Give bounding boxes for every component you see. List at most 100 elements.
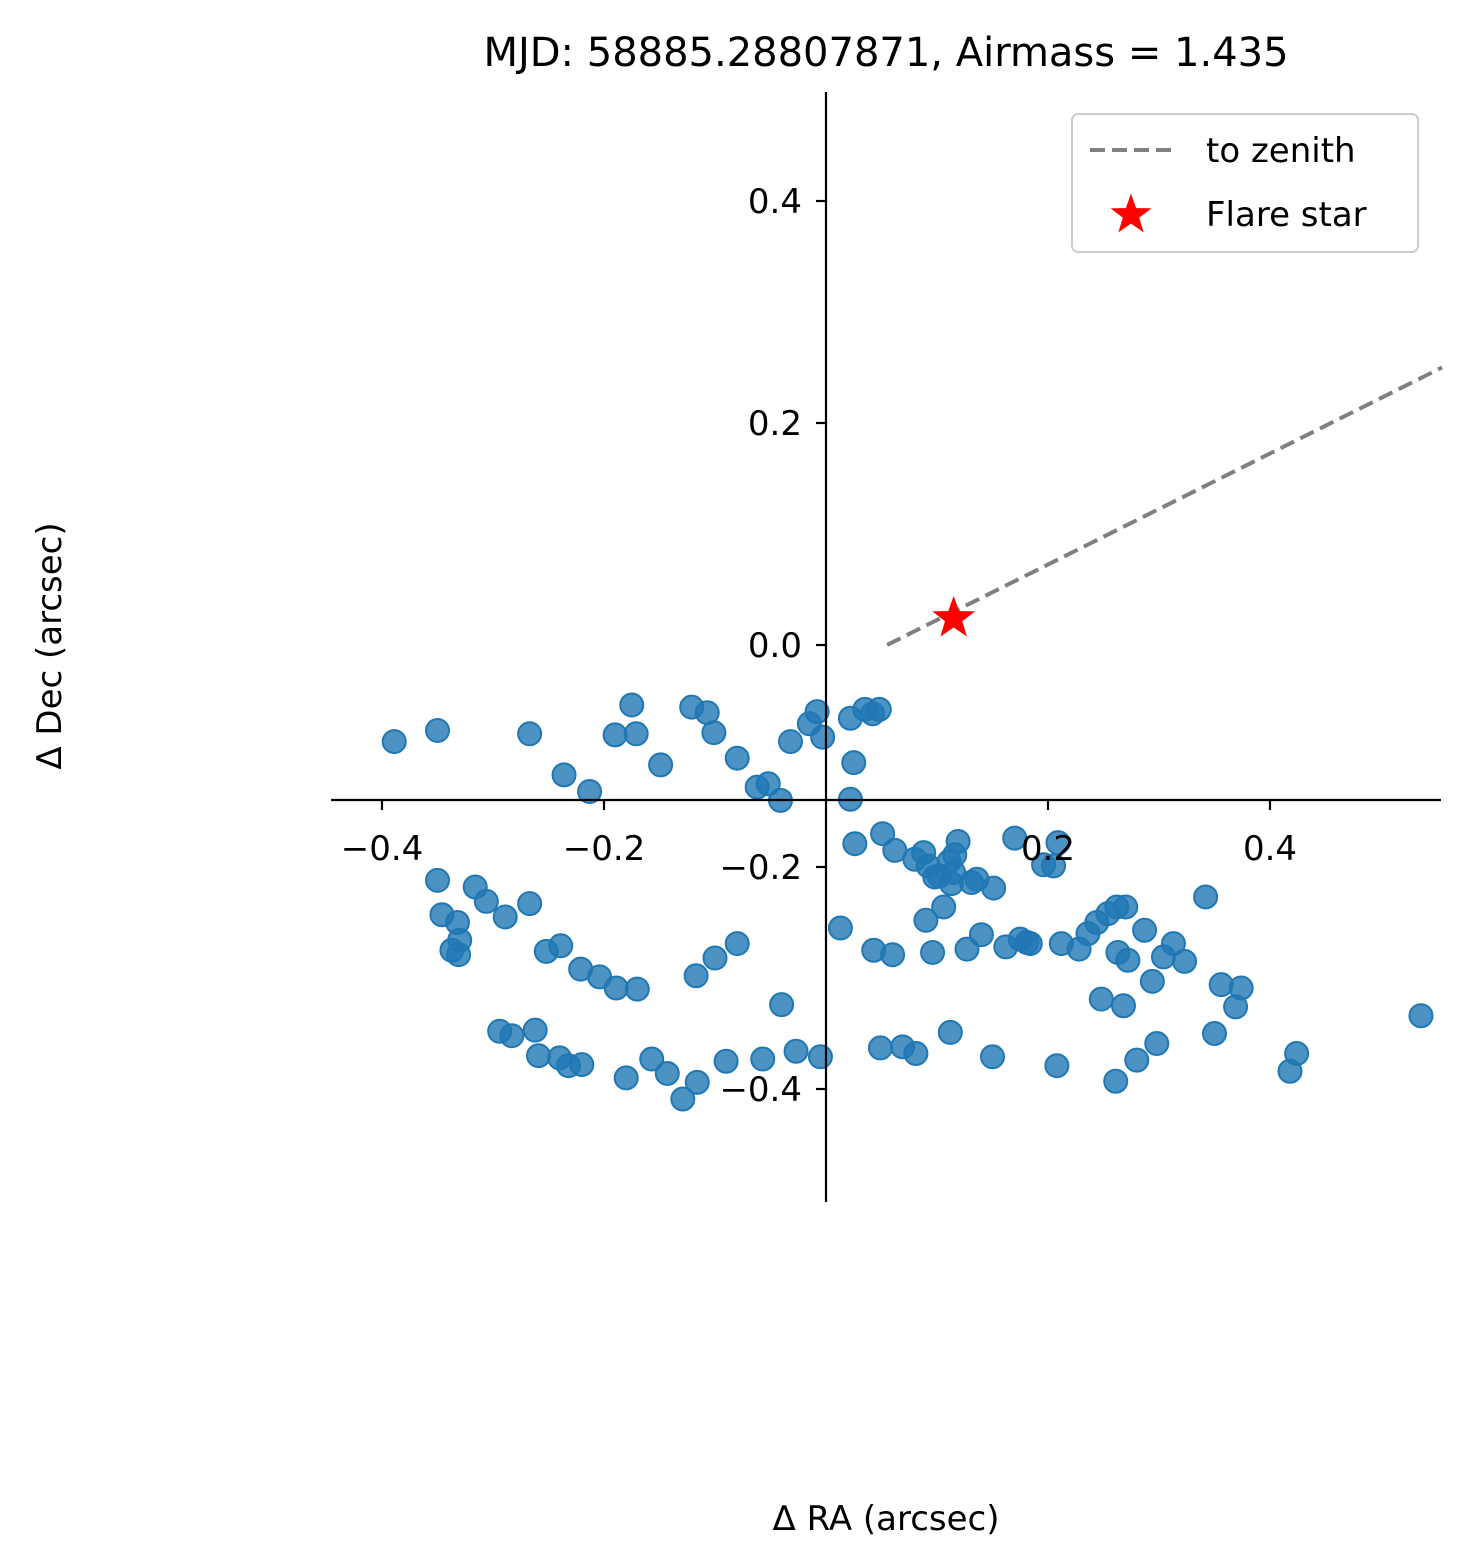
y-tick-label: −0.4 — [719, 1070, 802, 1110]
x-tick-label: 0.4 — [1243, 829, 1297, 869]
y-tick-label: 0.2 — [748, 404, 802, 444]
scatter-point — [522, 1017, 548, 1043]
scatter-point — [1284, 1040, 1310, 1066]
scatter-point — [1139, 968, 1165, 994]
scatter-point — [473, 888, 499, 914]
scatter-point — [804, 699, 830, 725]
y-axis-title: Δ Dec (arcsec) — [30, 522, 70, 769]
x-tick-label: 0.2 — [1021, 829, 1075, 869]
scatter-point — [425, 867, 450, 893]
scatter-point — [548, 933, 574, 959]
legend-label-zenith: to zenith — [1206, 131, 1356, 171]
scatter-point — [623, 721, 649, 747]
scatter-point — [1045, 830, 1071, 856]
scatter-point — [1088, 986, 1114, 1012]
scatter-point — [551, 762, 577, 788]
scatter-point — [1172, 948, 1198, 974]
scatter-point — [1041, 853, 1067, 879]
x-ticks: −0.4 −0.2 0.2 0.4 — [341, 800, 1297, 869]
scatter-point — [755, 771, 781, 797]
scatter-point — [750, 1046, 776, 1072]
scatter-point — [810, 724, 836, 750]
scatter-point — [1048, 931, 1074, 957]
scatter-point — [870, 821, 896, 847]
scatter-point — [945, 828, 971, 854]
scatter-point — [1124, 1047, 1150, 1073]
flare-star-marker — [932, 595, 976, 637]
x-tick-label: −0.2 — [563, 829, 646, 869]
chart-title: MJD: 58885.28807871, Airmass = 1.435 — [483, 30, 1288, 76]
scatter-point — [526, 1043, 552, 1069]
y-tick-label: 0.4 — [748, 182, 802, 222]
scatter-point — [1044, 1053, 1070, 1079]
scatter-point — [670, 1086, 696, 1112]
scatter-point — [981, 875, 1007, 901]
x-tick-label: −0.4 — [341, 829, 424, 869]
scatter-points — [381, 692, 1434, 1112]
scatter-point — [954, 936, 980, 962]
scatter-point — [842, 831, 868, 857]
scatter-point — [619, 692, 645, 718]
scatter-point — [920, 939, 946, 965]
scatter-point — [1228, 975, 1254, 1001]
scatter-point — [827, 915, 853, 941]
y-ticks: 0.4 0.2 0.0 −0.2 −0.4 — [719, 182, 826, 1110]
zenith-line — [886, 365, 1443, 647]
scatter-point — [1103, 1068, 1129, 1094]
scatter-point — [517, 891, 543, 917]
scatter-point — [603, 975, 629, 1001]
scatter-point — [860, 701, 886, 727]
x-axis-title: Δ RA (arcsec) — [773, 1499, 1000, 1539]
scatter-point — [425, 717, 450, 743]
scatter-point — [1110, 993, 1136, 1019]
scatter-point — [1193, 884, 1219, 910]
scatter-point — [1150, 944, 1176, 970]
legend: to zenith Flare star — [1071, 113, 1419, 253]
scatter-point — [1002, 825, 1028, 851]
scatter-point — [713, 1048, 739, 1074]
scatter-point — [1408, 1003, 1434, 1029]
scatter-point — [903, 1040, 929, 1066]
scatter-point — [724, 745, 750, 771]
scatter-point — [867, 1035, 893, 1061]
scatter-point — [654, 1060, 680, 1086]
scatter-point — [444, 910, 470, 935]
y-tick-label: 0.0 — [748, 626, 802, 666]
scatter-point — [492, 904, 518, 930]
scatter-point — [937, 1019, 963, 1045]
scatter-point — [648, 752, 674, 778]
scatter-point — [913, 907, 939, 933]
scatter-point — [701, 720, 727, 746]
scatter-point — [980, 1044, 1005, 1070]
scatter-point — [841, 750, 867, 776]
scatter-point — [683, 963, 709, 989]
scatter-point — [439, 937, 465, 963]
scatter-point — [1017, 931, 1043, 957]
scatter-point — [1115, 947, 1141, 973]
legend-label-flare: Flare star — [1206, 195, 1367, 235]
scatter-point — [931, 894, 957, 920]
scatter-point — [702, 945, 728, 971]
scatter-point — [724, 931, 750, 957]
y-tick-label: −0.2 — [719, 848, 802, 888]
scatter-point — [624, 976, 650, 1002]
scatter-point — [602, 722, 628, 748]
scatter-point — [613, 1065, 639, 1091]
scatter-point — [499, 1023, 525, 1049]
scatter-point — [880, 942, 906, 968]
scatter-point — [1132, 917, 1158, 943]
scatter-point — [807, 1044, 833, 1070]
scatter-point — [517, 721, 543, 747]
scatter-point — [639, 1046, 665, 1072]
scatter-point — [1144, 1030, 1170, 1056]
scatter-point — [1075, 921, 1101, 947]
scatter-point — [777, 729, 803, 755]
scatter-point — [381, 729, 407, 755]
legend-star-icon — [1110, 193, 1152, 233]
scatter-point — [1113, 894, 1139, 920]
scatter-point — [569, 1052, 595, 1078]
scatter-point — [577, 779, 603, 805]
scatter-point — [1202, 1021, 1227, 1046]
scatter-point — [783, 1038, 809, 1064]
